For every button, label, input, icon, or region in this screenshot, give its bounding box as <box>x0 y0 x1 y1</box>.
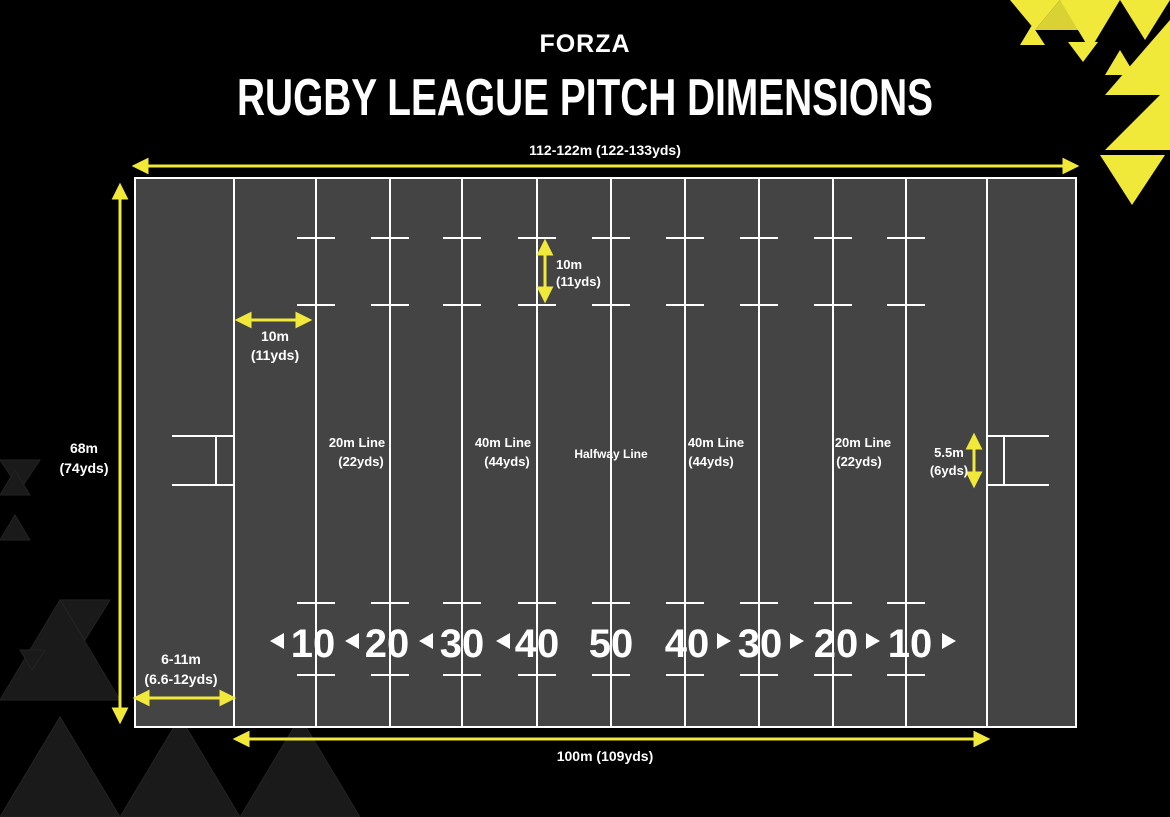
decorative-triangles-top-right <box>1010 0 1170 205</box>
direction-arrow-right-20 <box>866 633 880 649</box>
direction-arrow-left-40 <box>496 633 510 649</box>
ten-metre-vertical-label-m: 10m <box>556 257 582 272</box>
halfway-line-label: Halfway Line <box>574 447 648 461</box>
ten-metre-vertical-label-yd: (11yds) <box>556 274 601 289</box>
yard-marker-10-left: 10 <box>291 622 336 666</box>
yard-marker-10-right: 10 <box>888 622 933 666</box>
in-goal-label-m: 6-11m <box>161 651 201 667</box>
posts-width-label-yd: (6yds) <box>930 463 968 478</box>
decorative-triangles-bottom-left <box>0 459 361 817</box>
right-40m-line-yards: (44yds) <box>688 454 734 469</box>
field-length-label: 100m (109yds) <box>557 748 654 764</box>
yard-marker-50: 50 <box>589 622 634 666</box>
direction-arrow-left-30 <box>419 633 433 649</box>
direction-arrow-right-10 <box>942 633 956 649</box>
yard-marker-30-left: 30 <box>440 622 485 666</box>
left-40m-line-yards: (44yds) <box>484 454 530 469</box>
yard-marker-20-right: 20 <box>814 622 859 666</box>
direction-arrows <box>270 633 956 649</box>
in-goal-label-yd: (6.6-12yds) <box>144 671 217 687</box>
page-title: RUGBY LEAGUE PITCH DIMENSIONS <box>237 69 933 127</box>
direction-arrow-right-30 <box>790 633 804 649</box>
direction-arrow-left-10 <box>270 633 284 649</box>
right-20m-line-yards: (22yds) <box>836 454 882 469</box>
hash-marks <box>297 237 925 676</box>
left-40m-line-label: 40m Line <box>475 435 531 450</box>
goal-posts-right <box>987 435 1049 486</box>
goal-posts-left <box>172 435 234 486</box>
right-20m-line-label: 20m Line <box>835 435 891 450</box>
left-20m-line-label: 20m Line <box>329 435 385 450</box>
yard-marker-40-right: 40 <box>665 622 710 666</box>
yard-marker-20-left: 20 <box>365 622 410 666</box>
width-label-m: 68m <box>70 440 98 456</box>
yard-marker-30-right: 30 <box>738 622 783 666</box>
yard-marker-40-left: 40 <box>515 622 560 666</box>
direction-arrow-right-40 <box>717 633 731 649</box>
ten-metre-label-yd: (11yds) <box>251 347 299 363</box>
width-label-yd: (74yds) <box>59 460 108 476</box>
overall-length-label: 112-122m (122-133yds) <box>529 142 681 158</box>
posts-width-label-m: 5.5m <box>934 445 964 460</box>
direction-arrow-left-20 <box>345 633 359 649</box>
dimension-arrows <box>111 157 1080 748</box>
pitch-surface <box>134 177 1077 728</box>
field-lines <box>233 178 988 727</box>
brand-logo: FORZA <box>539 30 630 58</box>
left-20m-line-yards: (22yds) <box>338 454 384 469</box>
right-40m-line-label: 40m Line <box>688 435 744 450</box>
ten-metre-label-m: 10m <box>261 328 289 344</box>
